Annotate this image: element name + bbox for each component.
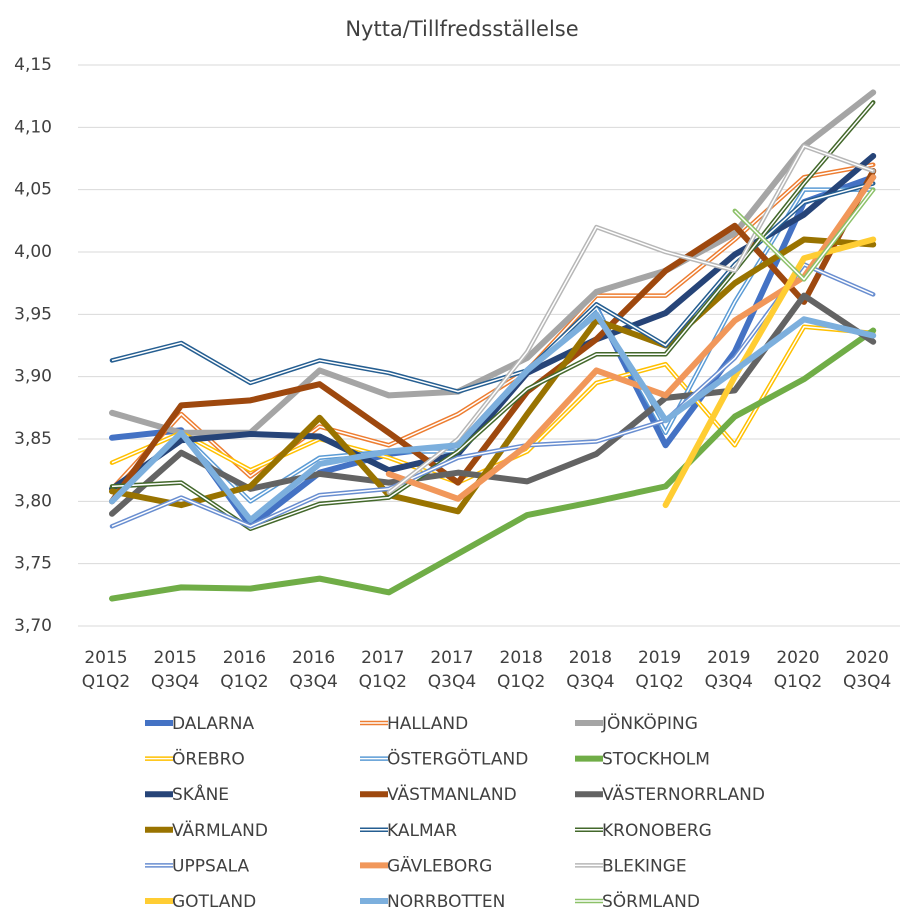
y-tick-label: 3,95	[14, 304, 52, 324]
legend-label: VÄSTMANLAND	[387, 784, 517, 805]
legend-label: GÄVLEBORG	[387, 855, 492, 876]
x-tick-label: 2019 Q1Q2	[635, 648, 684, 692]
series-line-inner	[388, 145, 874, 494]
x-tick-label: 2015 Q1Q2	[81, 648, 131, 692]
x-tick-label: 2020 Q3Q4	[842, 648, 892, 692]
legend-label: VÄSTERNORRLAND	[602, 784, 765, 805]
series-line	[109, 236, 877, 515]
legend-label: VÄRMLAND	[172, 820, 268, 841]
y-tick-label: 3,90	[14, 367, 52, 387]
legend-label: ÖSTERGÖTLAND	[387, 748, 528, 770]
legend-label: STOCKHOLM	[602, 750, 710, 770]
y-tick-label: 4,15	[14, 55, 52, 75]
x-tick-label: 2018 Q1Q2	[496, 648, 546, 692]
y-tick-label: 3,80	[14, 491, 52, 511]
x-tick-label: 2019 Q3Q4	[704, 648, 753, 692]
legend-label: UPPSALA	[172, 856, 250, 876]
series-line-inner	[734, 189, 874, 281]
series-line	[385, 174, 877, 502]
series-line	[109, 167, 877, 505]
legend-label: GOTLAND	[172, 892, 256, 912]
legend-label: ÖREBRO	[172, 748, 245, 770]
x-tick-label: 2017 Q1Q2	[358, 648, 407, 692]
y-tick-label: 4,05	[14, 180, 52, 200]
y-tick-label: 3,75	[14, 554, 52, 574]
x-tick-label: 2016 Q3Q4	[289, 648, 338, 692]
legend-label: NORRBOTTEN	[387, 892, 505, 912]
legend-label: HALLAND	[387, 714, 468, 734]
legend-label: DALARNA	[172, 714, 254, 734]
x-tick-label: 2016 Q1Q2	[220, 648, 269, 692]
chart-title: Nytta/Tillfredsställelse	[345, 17, 578, 41]
legend-label: SKÅNE	[172, 783, 229, 805]
series-line	[109, 292, 877, 517]
legend-label: KRONOBERG	[602, 821, 712, 841]
series-line	[109, 327, 877, 602]
y-tick-label: 4,00	[14, 242, 52, 262]
series-line-inner	[111, 263, 874, 528]
legend-label: BLEKINGE	[602, 856, 687, 876]
y-tick-label: 4,10	[14, 117, 52, 137]
series-line	[662, 236, 877, 509]
legend-label: SÖRMLAND	[602, 890, 700, 912]
x-tick-label: 2020 Q1Q2	[773, 648, 823, 692]
y-tick-label: 3,85	[14, 429, 52, 449]
legend-label: JÖNKÖPING	[601, 712, 698, 734]
x-tick-label: 2015 Q3Q4	[150, 648, 200, 692]
y-tick-label: 3,70	[14, 616, 52, 636]
series-line	[109, 311, 877, 524]
x-tick-label: 2017 Q3Q4	[427, 648, 477, 692]
legend-label: KALMAR	[387, 821, 457, 841]
x-tick-label: 2018 Q3Q4	[566, 648, 615, 692]
